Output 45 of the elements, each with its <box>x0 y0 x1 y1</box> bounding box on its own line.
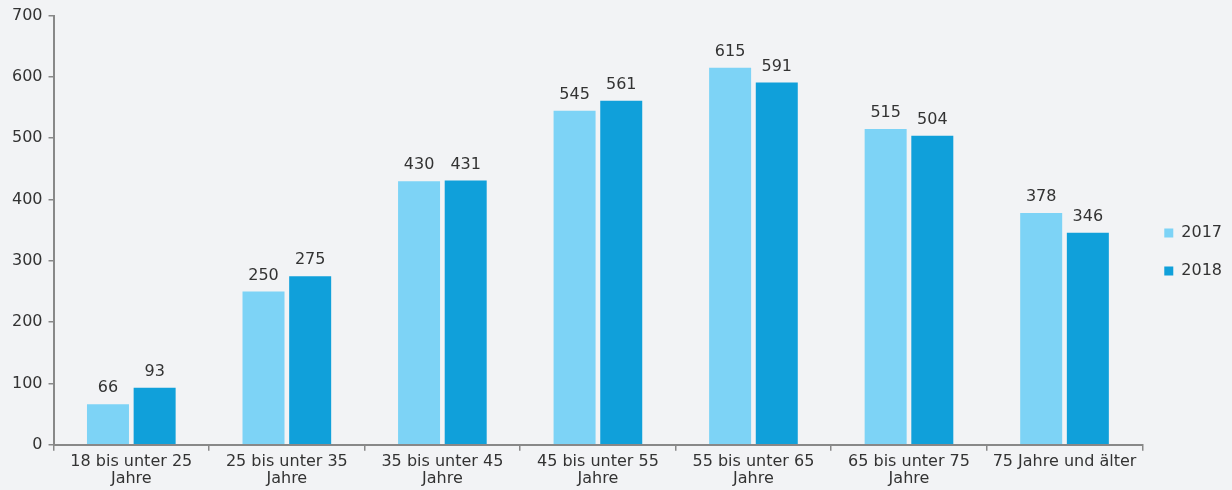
data-label: 591 <box>761 55 793 75</box>
y-tick-label: 0 <box>32 433 43 453</box>
bar <box>242 291 285 445</box>
data-label: 515 <box>870 102 901 122</box>
data-label: 430 <box>403 154 435 174</box>
y-tick-label: 100 <box>11 372 43 392</box>
y-tick-label: 500 <box>11 127 43 147</box>
legend-label: 2017 <box>1181 222 1222 242</box>
x-tick-label: 75 Jahre und älter <box>992 450 1137 470</box>
bar <box>600 100 643 445</box>
data-label: 431 <box>450 153 481 173</box>
x-tick-label: 65 bis unter 75 Jahre <box>848 450 970 488</box>
y-tick-label: 600 <box>11 66 43 86</box>
data-label: 346 <box>1072 205 1104 225</box>
data-label: 545 <box>559 83 590 103</box>
bar <box>444 180 487 445</box>
x-tick-label: 45 bis unter 55 Jahre <box>536 450 659 488</box>
data-label: 615 <box>714 40 746 60</box>
bar <box>86 404 129 445</box>
data-label: 561 <box>605 73 637 93</box>
data-label: 93 <box>144 360 165 380</box>
legend-label: 2018 <box>1181 260 1222 280</box>
data-label: 66 <box>97 377 119 397</box>
bar <box>755 82 798 445</box>
y-tick-label: 200 <box>11 311 43 331</box>
bar <box>709 67 752 445</box>
data-label: 250 <box>248 264 279 284</box>
y-tick-label: 700 <box>11 4 43 24</box>
x-tick-label: 25 bis unter 35 Jahre <box>225 450 348 488</box>
y-tick-label: 300 <box>11 250 43 270</box>
data-label: 275 <box>294 249 326 269</box>
x-tick-label: 18 bis unter 25 Jahre <box>70 450 193 488</box>
x-tick-label: 55 bis unter 65 Jahre <box>692 450 815 488</box>
data-label: 504 <box>917 108 948 128</box>
bar <box>911 135 954 445</box>
bar <box>1066 232 1109 445</box>
bar <box>553 110 596 445</box>
bar <box>133 387 176 445</box>
bar <box>398 181 441 445</box>
bar <box>1020 213 1063 445</box>
bar <box>289 276 332 445</box>
data-label: 378 <box>1025 186 1057 206</box>
bar <box>864 129 907 445</box>
y-tick-label: 400 <box>11 188 43 208</box>
x-tick-label: 35 bis unter 45 Jahre <box>381 450 504 488</box>
